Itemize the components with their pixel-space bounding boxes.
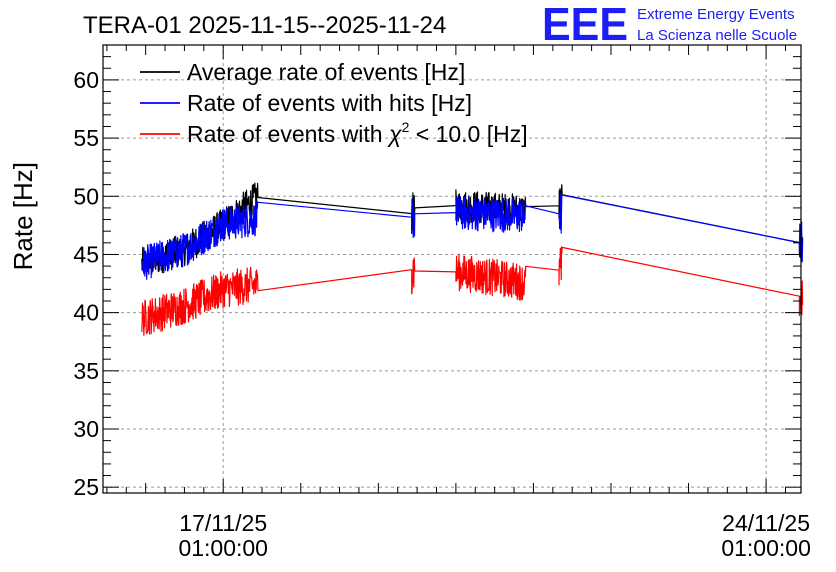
y-axis-title: Rate [Hz] — [8, 162, 38, 270]
axis-ticks: 253035404550556017/11/2501:00:0024/11/25… — [73, 44, 811, 561]
legend-label-1: Average rate of events [Hz] — [187, 59, 465, 85]
y-tick-label: 50 — [73, 183, 99, 209]
x-tick-label-time: 01:00:00 — [178, 535, 268, 561]
plot-frame — [102, 44, 802, 494]
series-line-3 — [141, 246, 804, 336]
x-tick-label-date: 17/11/25 — [179, 510, 267, 536]
grid — [103, 45, 801, 493]
x-tick-label-date: 24/11/25 — [722, 510, 810, 536]
y-tick-label: 40 — [73, 300, 99, 326]
series-line-2 — [141, 193, 804, 280]
logo-mark: EEE — [542, 0, 628, 50]
y-tick-label: 35 — [73, 358, 99, 384]
y-tick-label: 30 — [73, 416, 99, 442]
chart-title: TERA-01 2025-11-15--2025-11-24 — [83, 12, 446, 39]
legend: Average rate of events [Hz] Rate of event… — [140, 59, 528, 147]
y-tick-label: 25 — [73, 474, 99, 500]
logo-line-1: Extreme Energy Events — [637, 6, 795, 23]
legend-label-2: Rate of events with hits [Hz] — [187, 90, 472, 116]
logo-line-2: La Scienza nelle Scuole — [637, 27, 797, 44]
eee-logo: EEE Extreme Energy Events La Scienza nel… — [542, 0, 797, 50]
series-layer — [141, 182, 804, 336]
y-tick-label: 60 — [73, 67, 99, 93]
legend-label-3: Rate of events with χ2 < 10.0 [Hz] — [187, 119, 528, 147]
y-tick-label: 45 — [73, 241, 99, 267]
y-tick-label: 55 — [73, 125, 99, 151]
x-tick-label-time: 01:00:00 — [721, 535, 811, 561]
